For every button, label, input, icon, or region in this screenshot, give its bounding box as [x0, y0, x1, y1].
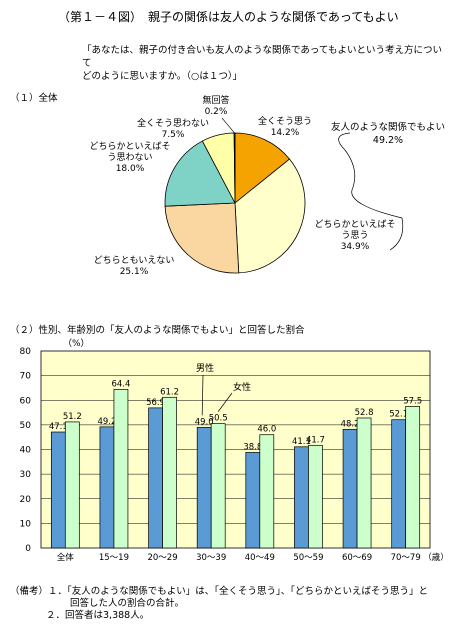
y-tick-label: 40 — [20, 446, 32, 456]
y-tick-label: 70 — [20, 372, 32, 382]
notes: （備考）１．「友人のような関係でもよい」は、「全くそう思う」、「どちらかといえば… — [10, 586, 428, 622]
bar — [308, 444, 323, 549]
x-unit-label: （歳） — [423, 552, 449, 563]
bar-chart: 0 10 20 30 40 50 60 70 80 （%） 47.151.2 全体 49.2 64.4 15… — [20, 338, 449, 563]
series-label-female: 女性 — [233, 381, 251, 393]
y-tick-label: 10 — [20, 519, 32, 529]
note-line: ２．回答者は3,388人。 — [46, 610, 150, 621]
bar-value-label: 64.4 — [111, 379, 130, 389]
pie-slice — [164, 140, 236, 207]
series-pointer — [201, 374, 204, 416]
bar-value-label: 46.0 — [257, 425, 276, 435]
y-unit-label: （%） — [63, 338, 90, 349]
pie-slice-value: 34.9% — [341, 242, 370, 252]
pie-group-value: 49.2% — [373, 135, 403, 146]
bar — [405, 406, 421, 549]
bar-value-label: 48.2 — [341, 419, 360, 429]
bar — [196, 426, 212, 549]
bar — [148, 407, 163, 549]
pie-slice-value: 7.5% — [162, 130, 185, 140]
x-tick-label: 40～49 — [245, 553, 275, 563]
note-line: （備考）１．「友人のような関係でもよい」は、「全くそう思う」、「どちらかといえば… — [10, 586, 429, 597]
bar — [162, 396, 177, 549]
bar — [113, 389, 129, 549]
pie-slice-label: どちらともいえない — [94, 255, 175, 266]
y-tick-label: 50 — [20, 421, 32, 431]
bar-value-label: 47.1 — [49, 422, 68, 432]
pie-slice-label: う思う — [341, 230, 368, 241]
bar — [50, 431, 66, 549]
bar — [210, 423, 226, 549]
pie-slice — [234, 158, 306, 274]
bar-value-label: 61.2 — [160, 387, 179, 397]
bar — [342, 428, 358, 549]
bar — [259, 434, 275, 549]
x-tick-label: 20～29 — [147, 553, 177, 563]
pie-group-brace — [338, 132, 404, 251]
y-tick-label: 60 — [20, 396, 32, 406]
x-tick-label: 15～19 — [99, 553, 129, 563]
bar-value-label: 49.2 — [97, 417, 116, 427]
pie-slice — [234, 132, 291, 204]
pie-group-label: 友人のような関係でもよい — [331, 121, 445, 133]
pie-slice-label: 全くそう思わない — [137, 117, 209, 129]
question-line: どのように思いますか。（○は１つ）」 — [82, 71, 243, 82]
bar-value-label: 52.1 — [389, 410, 408, 420]
figure-title: （第１－４図） 親子の関係は友人のような関係であってもよい — [58, 10, 399, 24]
question-line: 「あなたは、親子の付き合いも友人のような関係であってもよいという考え方について — [82, 45, 442, 69]
y-tick-label: 30 — [20, 470, 32, 480]
pie-slice — [233, 132, 236, 204]
series-label-male: 男性 — [196, 362, 214, 374]
bar-value-label: 51.2 — [63, 412, 82, 422]
pie-slice-value: 0.2% — [205, 107, 228, 117]
pie-slice-label: どちらかといえばそ — [314, 219, 395, 230]
bar-value-label: 41.7 — [306, 435, 325, 445]
pie-chart: 全くそう思う14.2%どちらかといえばそう思う34.9%どちらともいえない25.… — [89, 94, 445, 277]
bar — [64, 421, 80, 549]
pie-slice-value: 14.2% — [271, 128, 300, 138]
bar-value-label: 49.0 — [195, 417, 214, 427]
pie-leader-line — [221, 117, 235, 134]
survey-question: 「あなたは、親子の付き合いも友人のような関係であってもよいという考え方について … — [82, 44, 442, 83]
bar-value-label: 38.8 — [243, 442, 262, 452]
y-tick-label: 20 — [20, 495, 32, 505]
note-line: 回答した人の割合の合計。 — [70, 598, 185, 609]
bar-value-label: 52.8 — [355, 408, 374, 418]
bar — [245, 452, 261, 549]
series-pointer — [217, 392, 233, 412]
section1-label: （１）全体 — [10, 93, 58, 104]
pie-slice-label: どちらかといえばそ — [89, 141, 170, 152]
bar — [391, 419, 407, 549]
pie-slice-label: 全くそう思う — [258, 115, 312, 127]
pie-slice-value: 18.0% — [116, 164, 145, 174]
y-tick-label: 80 — [20, 347, 32, 357]
x-tick-label: 60～69 — [342, 553, 372, 563]
pie-slice — [164, 202, 240, 274]
bar — [99, 426, 115, 549]
section2-label: （２）性別、年齢別の「友人のような関係でもよい」と回答した割合 — [10, 325, 305, 336]
y-tick-label: 0 — [25, 544, 31, 554]
bar — [294, 446, 309, 549]
bar — [356, 417, 372, 549]
pie-slice-label: 無回答 — [202, 94, 229, 106]
pie-slice-value: 25.1% — [120, 267, 149, 277]
bar-value-label: 57.5 — [403, 396, 422, 406]
bar-value-label: 50.5 — [209, 414, 228, 424]
bar-value-label: 41.1 — [292, 437, 311, 447]
bar-value-label: 56.9 — [146, 398, 165, 408]
x-tick-label: 50～59 — [293, 553, 323, 563]
pie-slice-label: う思わない — [107, 152, 152, 163]
x-tick-label: 70～79 — [391, 553, 421, 563]
x-tick-label: 30～39 — [196, 553, 226, 563]
x-tick-label: 全体 — [57, 552, 75, 563]
